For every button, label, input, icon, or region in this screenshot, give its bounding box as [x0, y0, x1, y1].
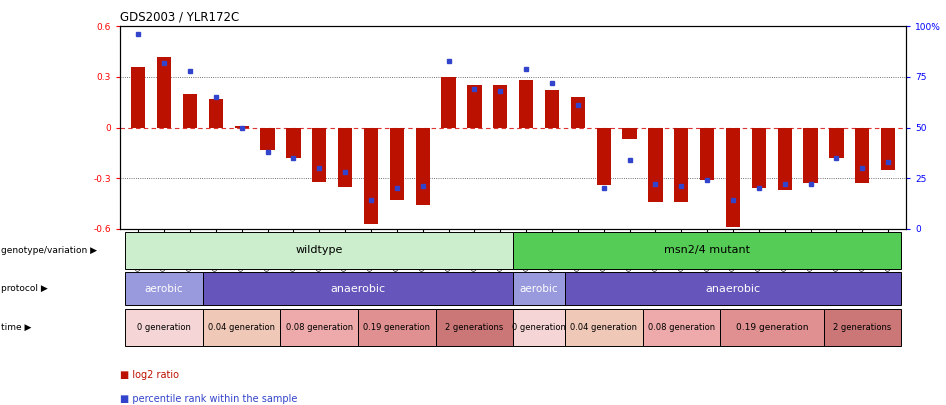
Bar	[881, 128, 895, 170]
Bar	[565, 309, 642, 345]
Bar	[131, 67, 146, 128]
Bar	[513, 232, 902, 269]
Bar	[280, 309, 358, 345]
Text: 0 generation: 0 generation	[137, 322, 191, 332]
Bar	[726, 128, 740, 227]
Bar	[597, 128, 611, 185]
Bar	[720, 309, 824, 345]
Text: GDS2003 / YLR172C: GDS2003 / YLR172C	[120, 11, 239, 24]
Text: 0.08 generation: 0.08 generation	[286, 322, 353, 332]
Text: aerobic: aerobic	[145, 284, 184, 294]
Text: time ▶: time ▶	[1, 322, 31, 332]
Text: anaerobic: anaerobic	[706, 284, 761, 294]
Bar	[260, 128, 274, 149]
Bar	[435, 309, 513, 345]
Bar	[157, 57, 171, 128]
Bar	[125, 272, 202, 305]
Bar	[752, 128, 766, 188]
Text: ■ percentile rank within the sample: ■ percentile rank within the sample	[120, 394, 297, 404]
Bar	[700, 128, 714, 180]
Bar	[467, 85, 482, 128]
Bar	[493, 85, 507, 128]
Text: wildtype: wildtype	[295, 245, 343, 255]
Text: 2 generations: 2 generations	[833, 322, 891, 332]
Text: 0.04 generation: 0.04 generation	[208, 322, 275, 332]
Bar	[830, 128, 844, 158]
Text: ■ log2 ratio: ■ log2 ratio	[120, 370, 179, 379]
Bar	[513, 272, 565, 305]
Bar	[183, 94, 197, 128]
Bar	[364, 128, 378, 224]
Bar	[390, 128, 404, 200]
Bar	[674, 128, 689, 202]
Bar	[235, 126, 249, 128]
Text: aerobic: aerobic	[519, 284, 558, 294]
Text: 0.19 generation: 0.19 generation	[363, 322, 430, 332]
Bar	[312, 128, 326, 181]
Bar	[442, 77, 456, 128]
Bar	[415, 128, 429, 205]
Text: protocol ▶: protocol ▶	[1, 284, 47, 293]
Bar	[338, 128, 352, 187]
Bar	[778, 128, 792, 190]
Bar	[287, 128, 301, 158]
Text: 0.19 generation: 0.19 generation	[736, 322, 808, 332]
Text: 2 generations: 2 generations	[446, 322, 503, 332]
Bar	[519, 80, 534, 128]
Bar	[513, 309, 565, 345]
Bar	[202, 272, 513, 305]
Bar	[125, 232, 513, 269]
Bar	[570, 97, 585, 128]
Text: anaerobic: anaerobic	[330, 284, 386, 294]
Bar	[565, 272, 902, 305]
Text: 0.04 generation: 0.04 generation	[570, 322, 638, 332]
Bar	[855, 128, 869, 183]
Bar	[642, 309, 720, 345]
Text: msn2/4 mutant: msn2/4 mutant	[664, 245, 750, 255]
Bar	[622, 128, 637, 139]
Bar	[648, 128, 662, 202]
Bar	[803, 128, 817, 183]
Bar	[202, 309, 280, 345]
Text: 0 generation: 0 generation	[512, 322, 566, 332]
Bar	[545, 90, 559, 128]
Bar	[209, 99, 223, 128]
Bar	[824, 309, 902, 345]
Bar	[358, 309, 435, 345]
Text: 0.08 generation: 0.08 generation	[648, 322, 715, 332]
Text: genotype/variation ▶: genotype/variation ▶	[1, 245, 96, 255]
Bar	[125, 309, 202, 345]
